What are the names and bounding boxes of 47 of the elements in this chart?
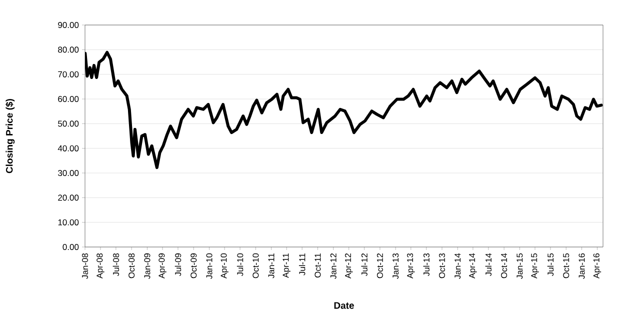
y-tick-label: 40.00 (58, 145, 79, 152)
x-tick-label: Apr-09 (158, 253, 166, 279)
x-tick-label: Jul-15 (547, 253, 554, 276)
x-tick-label: Jan-13 (392, 253, 399, 279)
y-tick-label: 80.00 (58, 46, 79, 53)
line-series (85, 50, 603, 170)
x-tick-label: Jan-11 (268, 253, 274, 278)
x-tick-label: Jul-08 (112, 253, 120, 276)
y-tick-label: 20.00 (58, 194, 79, 201)
y-tick-label: 60.00 (58, 96, 79, 102)
x-tick-label: Jan-12 (330, 253, 336, 279)
y-axis-title: Closing Price ($) (6, 99, 15, 174)
x-axis-title: Date (334, 302, 354, 309)
y-tick-label: 50.00 (58, 120, 79, 127)
x-tick-label: Jul-14 (485, 253, 492, 276)
x-tick-label: Oct-10 (252, 253, 259, 278)
x-tick-label: Apr-08 (96, 253, 104, 279)
x-tick-label: Jul-09 (174, 253, 182, 276)
y-tick-label: 90.00 (58, 22, 79, 28)
x-tick-label: Apr-10 (220, 253, 228, 279)
x-tick-label: Jul-11 (298, 253, 306, 276)
x-tick-label: Jan-10 (206, 253, 212, 279)
x-tick-label: Apr-12 (344, 253, 353, 279)
y-tick-label: 10.00 (58, 219, 79, 226)
x-tick-label: Oct-11 (314, 253, 321, 278)
x-tick-label: Apr-14 (469, 253, 477, 279)
y-tick-label: 70.00 (58, 71, 79, 78)
x-tick-label: Jan-16 (578, 253, 585, 279)
x-tick-label: Oct-13 (439, 253, 446, 278)
x-tick-label: Jan-08 (82, 253, 88, 279)
x-tick-label: Oct-15 (563, 253, 570, 278)
x-tick-label: Jan-14 (454, 253, 461, 279)
x-tick-label: Oct-14 (501, 253, 508, 278)
x-tick-label: Jul-10 (236, 253, 244, 276)
x-tick-label: Apr-16 (593, 253, 602, 279)
x-tick-label: Oct-09 (190, 253, 197, 278)
x-tick-label: Jul-13 (423, 253, 430, 276)
x-tick-label: Apr-11 (282, 253, 290, 278)
x-tick-label: Apr-15 (531, 253, 539, 279)
x-tick-label: Oct-12 (376, 253, 383, 278)
x-tick-label: Jan-15 (516, 253, 523, 279)
y-tick-label: 30.00 (58, 170, 79, 176)
x-tick-label: Jan-09 (144, 253, 150, 279)
x-tick-label: Jul-12 (361, 253, 368, 276)
y-tick-label: 0.00 (62, 244, 79, 250)
x-tick-label: Apr-13 (407, 253, 415, 279)
x-tick-label: Oct-08 (128, 253, 135, 278)
